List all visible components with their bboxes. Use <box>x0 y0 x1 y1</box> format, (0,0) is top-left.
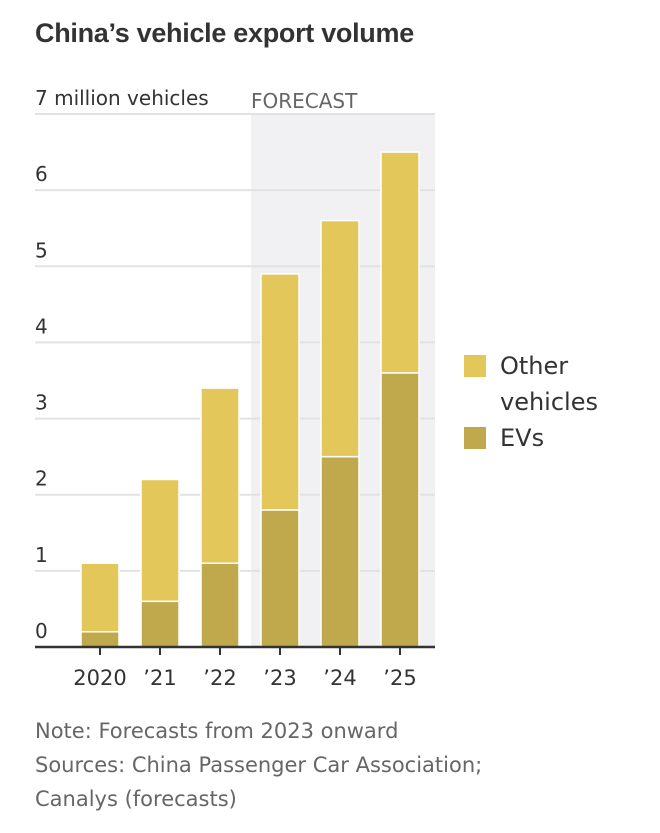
bar-evs <box>320 455 360 648</box>
x-tick-label: ’21 <box>143 666 176 690</box>
bar-other <box>200 387 240 564</box>
chart-title: China’s vehicle export volume <box>35 18 414 48</box>
legend-label-other-line1: Other <box>500 352 569 380</box>
x-tick-label: ’22 <box>203 666 236 690</box>
bar-evs <box>140 600 180 648</box>
bar-evs <box>80 631 120 648</box>
bar-other <box>320 219 360 458</box>
y-tick-label: 3 <box>35 391 48 415</box>
sources-text-line1: Sources: China Passenger Car Association… <box>35 753 483 777</box>
chart-svg: FORECAST 0 1 2 3 4 5 6 7 million vehicles 2020 ’21… <box>35 86 435 690</box>
bar-evs <box>200 562 240 648</box>
note-text: Note: Forecasts from 2023 onward <box>35 719 399 743</box>
x-tick-label: ’23 <box>263 666 296 690</box>
y-tick-label: 6 <box>35 162 48 186</box>
bar-other <box>260 273 300 511</box>
y-tick-label: 1 <box>35 543 48 567</box>
forecast-label: FORECAST <box>251 89 358 113</box>
legend-label-evs: EVs <box>500 424 545 452</box>
legend-label-other-line2: vehicles <box>500 388 598 416</box>
chart-notes: Note: Forecasts from 2023 onward Sources… <box>35 714 482 816</box>
bar-other <box>80 562 120 633</box>
x-tick-label: ’24 <box>323 666 356 690</box>
y-tick-label: 7 million vehicles <box>35 86 209 110</box>
legend-swatch-evs <box>464 427 486 449</box>
x-tick-label: 2020 <box>73 666 126 690</box>
bar-evs <box>260 509 300 648</box>
x-tick-label: ’25 <box>383 666 416 690</box>
bar-other <box>140 478 180 603</box>
legend-label-other: Other vehicles <box>500 348 598 420</box>
bar-evs <box>380 372 420 648</box>
y-tick-label: 5 <box>35 238 48 262</box>
y-tick-label: 4 <box>35 314 48 338</box>
y-tick-label: 2 <box>35 467 48 491</box>
legend-item-other: Other vehicles <box>464 348 598 420</box>
y-tick-label: 0 <box>35 619 48 643</box>
legend-item-evs: EVs <box>464 420 598 456</box>
bar-other <box>380 151 420 374</box>
legend-swatch-other <box>464 355 486 377</box>
legend: Other vehicles EVs <box>464 348 598 456</box>
sources-text-line2: Canalys (forecasts) <box>35 787 237 811</box>
